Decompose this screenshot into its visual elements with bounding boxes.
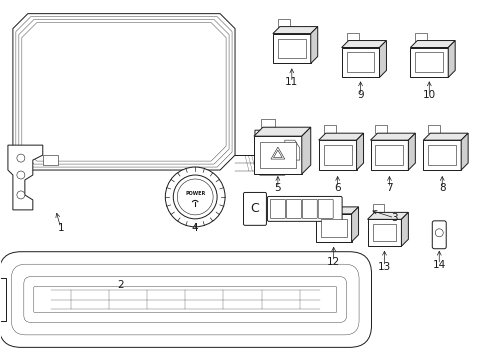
- Polygon shape: [254, 127, 311, 136]
- Text: 14: 14: [433, 260, 446, 270]
- Polygon shape: [255, 130, 295, 175]
- Polygon shape: [416, 32, 427, 41]
- Polygon shape: [0, 278, 6, 321]
- FancyBboxPatch shape: [24, 276, 346, 323]
- Polygon shape: [342, 48, 379, 77]
- Polygon shape: [428, 125, 440, 133]
- Polygon shape: [318, 133, 364, 140]
- Polygon shape: [379, 41, 387, 77]
- Polygon shape: [324, 125, 336, 133]
- Polygon shape: [316, 207, 359, 214]
- Polygon shape: [273, 27, 318, 33]
- Polygon shape: [278, 19, 290, 27]
- FancyBboxPatch shape: [34, 287, 337, 312]
- Text: 5: 5: [274, 183, 281, 193]
- Text: 13: 13: [378, 262, 391, 272]
- Polygon shape: [324, 145, 352, 165]
- Polygon shape: [461, 133, 468, 170]
- Polygon shape: [13, 14, 235, 170]
- Polygon shape: [401, 212, 408, 246]
- Polygon shape: [428, 145, 456, 165]
- FancyBboxPatch shape: [0, 252, 371, 347]
- Text: POWER: POWER: [185, 192, 205, 197]
- Polygon shape: [278, 39, 306, 58]
- Polygon shape: [260, 142, 296, 168]
- Polygon shape: [410, 41, 455, 48]
- Text: 4: 4: [192, 223, 198, 233]
- Polygon shape: [316, 214, 352, 242]
- Polygon shape: [352, 207, 359, 242]
- Polygon shape: [408, 133, 416, 170]
- Polygon shape: [8, 145, 43, 210]
- Polygon shape: [423, 133, 468, 140]
- Text: 10: 10: [423, 90, 436, 100]
- Polygon shape: [416, 53, 443, 72]
- Polygon shape: [342, 41, 387, 48]
- Circle shape: [17, 154, 25, 162]
- Circle shape: [173, 175, 217, 219]
- Polygon shape: [448, 41, 455, 77]
- Polygon shape: [368, 219, 401, 246]
- Text: 8: 8: [439, 183, 445, 193]
- Circle shape: [165, 167, 225, 227]
- Circle shape: [17, 171, 25, 179]
- Polygon shape: [318, 140, 357, 170]
- Text: 12: 12: [327, 257, 340, 267]
- Polygon shape: [375, 125, 388, 133]
- Text: 3: 3: [391, 213, 398, 223]
- Polygon shape: [346, 32, 359, 41]
- Polygon shape: [370, 140, 408, 170]
- Polygon shape: [321, 199, 333, 207]
- Polygon shape: [423, 140, 461, 170]
- Polygon shape: [261, 119, 275, 127]
- Polygon shape: [285, 140, 300, 160]
- Circle shape: [177, 179, 213, 215]
- Circle shape: [17, 191, 25, 199]
- Text: C: C: [250, 202, 259, 215]
- Text: 2: 2: [117, 280, 124, 289]
- Polygon shape: [43, 155, 58, 165]
- FancyBboxPatch shape: [270, 199, 285, 219]
- Text: 7: 7: [386, 183, 393, 193]
- Text: 11: 11: [285, 77, 298, 87]
- Polygon shape: [372, 224, 396, 241]
- Polygon shape: [302, 127, 311, 174]
- FancyBboxPatch shape: [318, 199, 333, 219]
- FancyBboxPatch shape: [268, 197, 342, 221]
- Polygon shape: [357, 133, 364, 170]
- Text: 9: 9: [357, 90, 364, 100]
- Polygon shape: [370, 133, 416, 140]
- FancyBboxPatch shape: [432, 221, 446, 249]
- Polygon shape: [372, 204, 385, 212]
- Text: 6: 6: [334, 183, 341, 193]
- Text: 1: 1: [57, 223, 64, 233]
- Polygon shape: [368, 212, 408, 219]
- FancyBboxPatch shape: [302, 199, 317, 219]
- FancyBboxPatch shape: [11, 264, 359, 335]
- FancyBboxPatch shape: [286, 199, 301, 219]
- Polygon shape: [273, 33, 311, 63]
- Polygon shape: [311, 27, 318, 63]
- Circle shape: [435, 229, 443, 237]
- Polygon shape: [346, 53, 374, 72]
- Polygon shape: [375, 145, 403, 165]
- Polygon shape: [321, 219, 346, 237]
- Polygon shape: [410, 48, 448, 77]
- Polygon shape: [254, 136, 302, 174]
- FancyBboxPatch shape: [244, 193, 267, 225]
